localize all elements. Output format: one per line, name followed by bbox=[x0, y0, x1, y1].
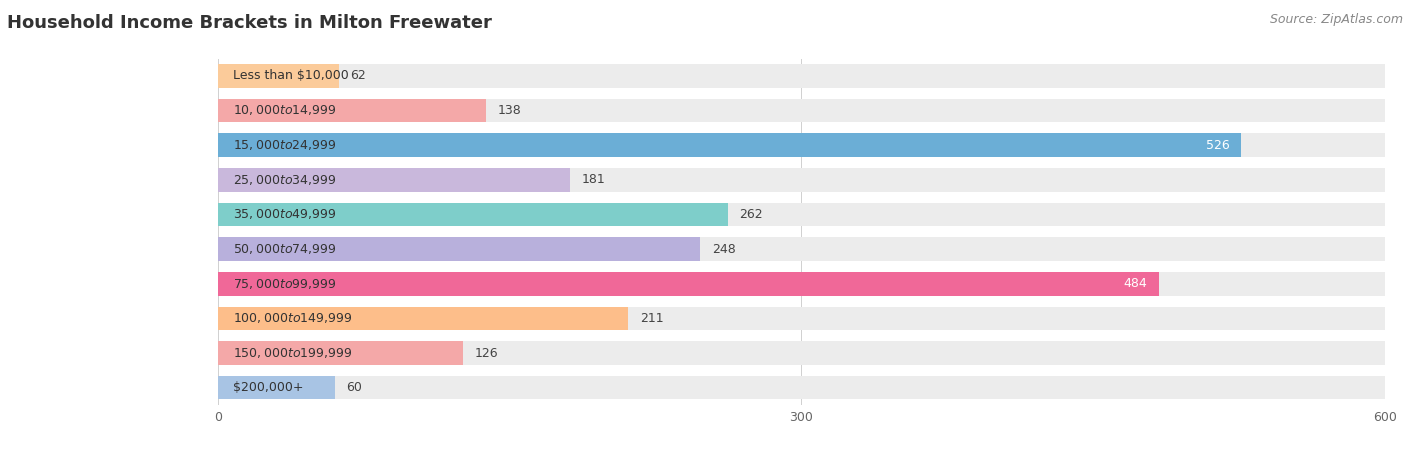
Text: $100,000 to $149,999: $100,000 to $149,999 bbox=[233, 311, 353, 325]
Text: 60: 60 bbox=[346, 381, 363, 394]
Text: 526: 526 bbox=[1205, 139, 1229, 152]
Text: 262: 262 bbox=[740, 208, 763, 221]
Text: 484: 484 bbox=[1123, 277, 1147, 290]
Text: 181: 181 bbox=[582, 173, 606, 186]
Bar bbox=[218, 168, 569, 192]
Text: 138: 138 bbox=[498, 104, 522, 117]
Bar bbox=[218, 341, 1385, 365]
Text: $75,000 to $99,999: $75,000 to $99,999 bbox=[233, 277, 337, 291]
Text: 248: 248 bbox=[711, 243, 735, 256]
Text: $15,000 to $24,999: $15,000 to $24,999 bbox=[233, 138, 337, 152]
Bar bbox=[218, 202, 727, 226]
Bar bbox=[218, 272, 1160, 296]
Bar bbox=[218, 341, 463, 365]
Text: $150,000 to $199,999: $150,000 to $199,999 bbox=[233, 346, 353, 360]
Bar bbox=[218, 99, 1385, 122]
Text: Less than $10,000: Less than $10,000 bbox=[233, 69, 349, 82]
Bar bbox=[218, 133, 1241, 157]
Text: Household Income Brackets in Milton Freewater: Household Income Brackets in Milton Free… bbox=[7, 14, 492, 32]
Bar bbox=[218, 168, 1385, 192]
Bar bbox=[218, 64, 339, 88]
Bar bbox=[218, 306, 628, 330]
Text: $50,000 to $74,999: $50,000 to $74,999 bbox=[233, 242, 337, 256]
Text: 62: 62 bbox=[350, 69, 366, 82]
Text: Source: ZipAtlas.com: Source: ZipAtlas.com bbox=[1270, 14, 1403, 27]
Text: 126: 126 bbox=[475, 346, 498, 360]
Bar bbox=[218, 202, 1385, 226]
Bar bbox=[218, 64, 1385, 88]
Text: $200,000+: $200,000+ bbox=[233, 381, 304, 394]
Bar bbox=[218, 237, 1385, 261]
Text: $25,000 to $34,999: $25,000 to $34,999 bbox=[233, 173, 337, 187]
Bar bbox=[218, 376, 1385, 400]
Bar bbox=[218, 237, 700, 261]
Text: 211: 211 bbox=[640, 312, 664, 325]
Text: $35,000 to $49,999: $35,000 to $49,999 bbox=[233, 207, 337, 221]
Bar bbox=[218, 376, 335, 400]
Bar bbox=[218, 99, 486, 122]
Bar bbox=[218, 272, 1385, 296]
Bar bbox=[218, 133, 1385, 157]
Text: $10,000 to $14,999: $10,000 to $14,999 bbox=[233, 104, 337, 117]
Bar bbox=[218, 306, 1385, 330]
